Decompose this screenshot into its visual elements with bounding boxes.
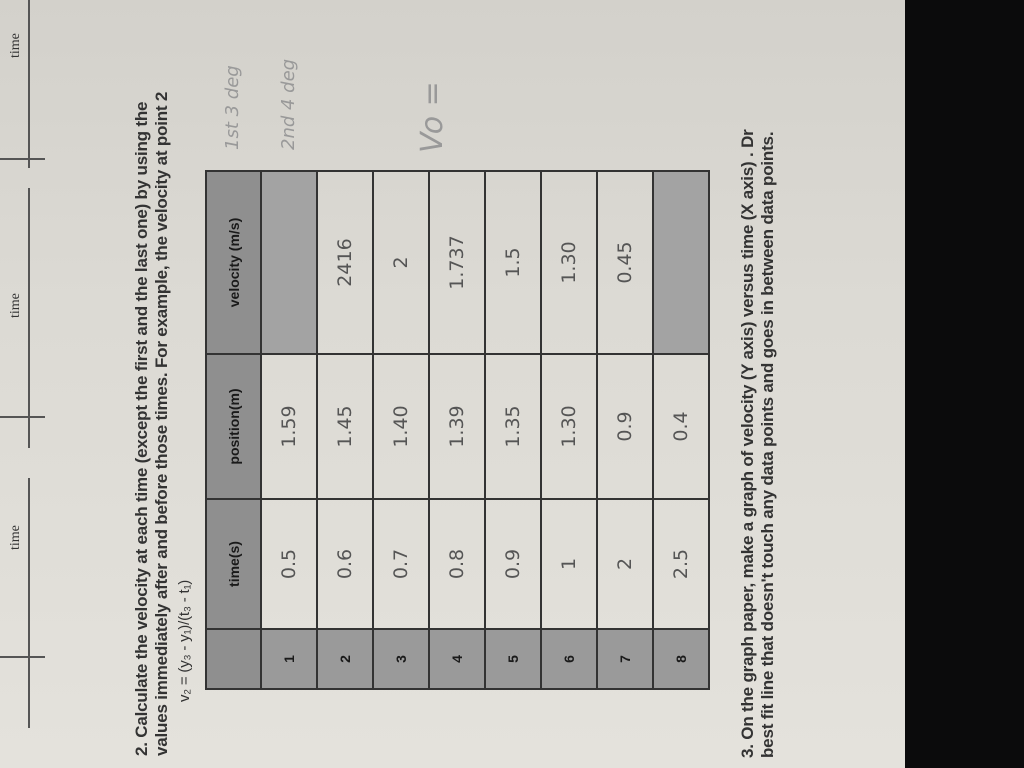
table-row: 3 0.7 1.40 2 xyxy=(373,171,429,689)
table-row: 2 0.6 1.45 2416 xyxy=(317,171,373,689)
position-cell: 1.45 xyxy=(317,354,373,499)
margin-note: 2nd 4 deg xyxy=(278,58,299,150)
header-time: time(s) xyxy=(206,499,261,629)
axis-line xyxy=(0,158,45,160)
margin-note: Vo = xyxy=(415,81,450,153)
question-3-line-1: 3. On the graph paper, make a graph of v… xyxy=(738,129,757,758)
time-cell: 1 xyxy=(541,499,597,629)
table-row: 4 0.8 1.39 1.737 xyxy=(429,171,485,689)
time-cell: 0.8 xyxy=(429,499,485,629)
worksheet-paper: time time time 2. Calculate the velocity… xyxy=(0,0,905,768)
velocity-cell: 0.45 xyxy=(597,171,653,354)
axis-label-time: time xyxy=(8,33,23,58)
position-cell: 1.39 xyxy=(429,354,485,499)
header-position: position(m) xyxy=(206,354,261,499)
table-row: 8 2.5 0.4 xyxy=(653,171,709,689)
velocity-cell: 2 xyxy=(373,171,429,354)
axis-line xyxy=(0,656,45,658)
question-2-line-1: 2. Calculate the velocity at each time (… xyxy=(132,101,151,756)
data-table: time(s) position(m) velocity (m/s) 1 0.5 1… xyxy=(205,170,710,690)
table-row: 7 2 0.9 0.45 xyxy=(597,171,653,689)
row-number: 2 xyxy=(317,629,373,689)
row-number: 1 xyxy=(261,629,317,689)
time-cell: 2 xyxy=(597,499,653,629)
time-cell: 0.6 xyxy=(317,499,373,629)
margin-note: 1st 3 deg xyxy=(222,65,243,150)
row-number: 4 xyxy=(429,629,485,689)
row-number: 7 xyxy=(597,629,653,689)
velocity-cell xyxy=(653,171,709,354)
velocity-cell: 1.737 xyxy=(429,171,485,354)
row-number: 8 xyxy=(653,629,709,689)
velocity-cell: 1.5 xyxy=(485,171,541,354)
axis-line xyxy=(0,416,45,418)
position-cell: 1.40 xyxy=(373,354,429,499)
velocity-cell: 2416 xyxy=(317,171,373,354)
position-cell: 1.30 xyxy=(541,354,597,499)
table-header-row: time(s) position(m) velocity (m/s) xyxy=(206,171,261,689)
time-cell: 0.9 xyxy=(485,499,541,629)
velocity-cell: 1.30 xyxy=(541,171,597,354)
axis-line xyxy=(28,0,30,168)
row-number: 3 xyxy=(373,629,429,689)
question-3-line-2: best fit line that doesn't touch any dat… xyxy=(758,131,777,758)
table-row: 1 0.5 1.59 xyxy=(261,171,317,689)
position-cell: 0.4 xyxy=(653,354,709,499)
time-cell: 0.7 xyxy=(373,499,429,629)
position-cell: 1.59 xyxy=(261,354,317,499)
axis-line xyxy=(28,478,30,728)
table-row: 6 1 1.30 1.30 xyxy=(541,171,597,689)
axis-label-time: time xyxy=(8,525,23,550)
row-number: 5 xyxy=(485,629,541,689)
velocity-formula: v₂ = (y₃ - y₁)/(t₃ - t₁) xyxy=(176,579,193,702)
position-cell: 1.35 xyxy=(485,354,541,499)
position-cell: 0.9 xyxy=(597,354,653,499)
header-velocity: velocity (m/s) xyxy=(206,171,261,354)
question-2-line-2: values immediately after and before thos… xyxy=(152,91,171,756)
row-number: 6 xyxy=(541,629,597,689)
time-cell: 0.5 xyxy=(261,499,317,629)
axis-label-time: time xyxy=(8,293,23,318)
velocity-cell xyxy=(261,171,317,354)
axis-line xyxy=(28,188,30,448)
table-row: 5 0.9 1.35 1.5 xyxy=(485,171,541,689)
time-cell: 2.5 xyxy=(653,499,709,629)
header-index xyxy=(206,629,261,689)
